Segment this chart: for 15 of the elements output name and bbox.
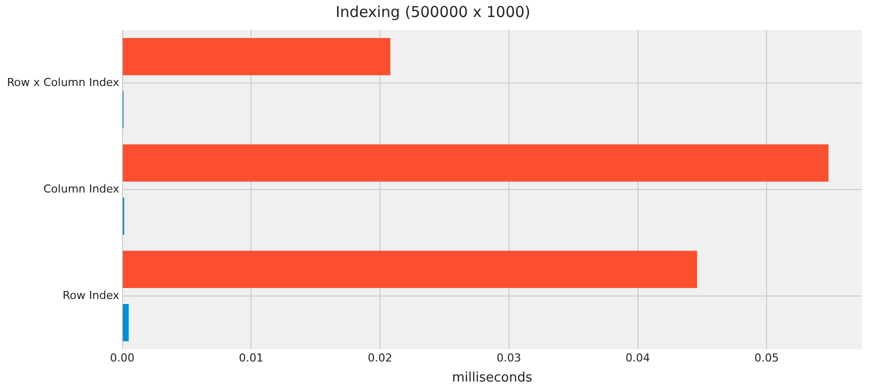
x-tick-label: 0.04 <box>626 352 650 365</box>
bar <box>122 38 390 76</box>
bar <box>122 250 698 288</box>
y-tick-label: Column Index <box>43 182 120 196</box>
x-tick-label: 0.02 <box>368 352 392 365</box>
x-tick-label: 0.03 <box>496 352 522 365</box>
bar <box>122 144 828 182</box>
bar <box>122 304 129 342</box>
y-tick-label: Row x Column Index <box>6 76 120 90</box>
x-axis-title: milliseconds <box>452 370 532 386</box>
x-tick-label: 0.05 <box>754 352 779 365</box>
y-tick-label: Row Index <box>62 288 120 302</box>
x-tick-label: 0.01 <box>238 352 264 365</box>
x-tick-label: 0.00 <box>110 352 135 365</box>
chart-title: Indexing (500000 x 1000) <box>336 2 530 21</box>
